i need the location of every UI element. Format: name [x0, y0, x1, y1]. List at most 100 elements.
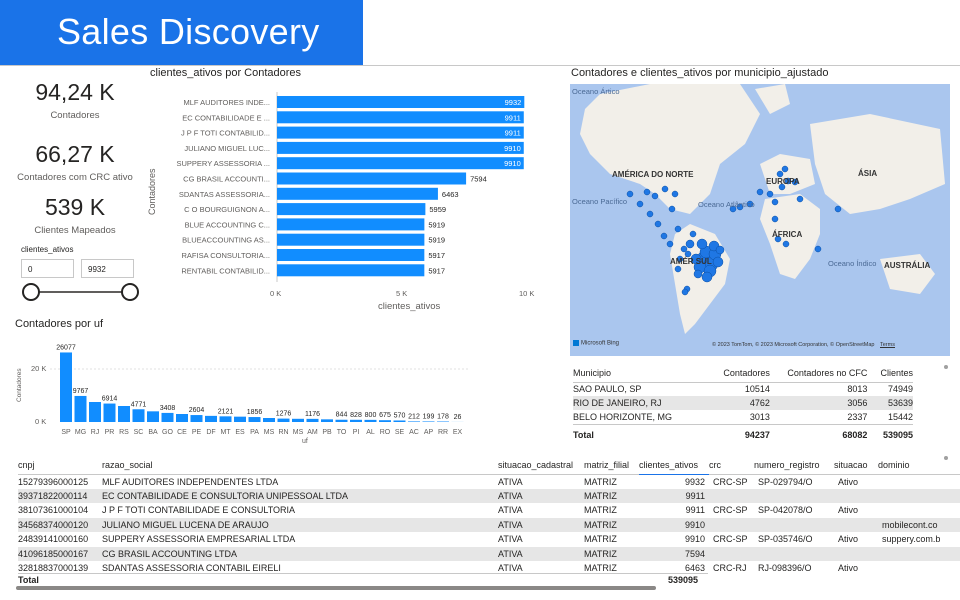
scroll-indicator[interactable] — [944, 365, 948, 369]
detail-cell: SP-042078/O — [758, 505, 813, 516]
detail-col-matriz[interactable]: matriz_filial — [584, 459, 630, 470]
slicer-max-input[interactable]: 9932 — [81, 259, 134, 278]
table-row[interactable]: 15279396000125 MLF AUDITORES INDEPENDENTE… — [18, 474, 960, 489]
hbar-x-axis-title: clientes_ativos — [378, 301, 441, 312]
column-category-label: RR — [438, 429, 448, 436]
detail-cell: 6463 — [684, 563, 705, 574]
city-col-cfc[interactable]: Contadores no CFC — [787, 367, 868, 378]
detail-cell: suppery.com.b — [882, 534, 941, 545]
map-attribution: © 2023 TomTom, © 2023 Microsoft Corporat… — [712, 342, 895, 348]
kpi-contadores-label: Contadores — [50, 110, 100, 121]
table-row[interactable]: 32818837000139 SDANTAS ASSESSORIA CONTABI… — [18, 561, 960, 576]
hbar-category-label: MLF AUDITORES INDE... — [183, 98, 270, 107]
column-data-label: 2121 — [218, 408, 234, 415]
hbar-data-label: 7594 — [470, 175, 487, 184]
column-x-axis-title: uf — [302, 438, 308, 445]
column-data-label: 26 — [454, 414, 462, 421]
column-bar — [176, 414, 188, 422]
detail-cell: CRC-SP — [713, 505, 748, 516]
hbar-bar — [277, 96, 525, 108]
table-row[interactable]: 38107361000104 J P F TOTI CONTABILIDADE E… — [18, 503, 960, 518]
detail-cell: MATRIZ — [584, 563, 617, 574]
detail-cell: ATIVA — [498, 548, 523, 559]
city-col-municipio[interactable]: Municipio — [573, 367, 612, 378]
hbar-category-label: RAFISA CONSULTORIA... — [182, 251, 271, 260]
city-col-contadores[interactable]: Contadores — [723, 367, 770, 378]
detail-cell: Ativo — [838, 534, 859, 545]
city-cell: BELO HORIZONTE, MG — [573, 411, 673, 422]
city-total-cell: 68082 — [842, 430, 868, 441]
table-row[interactable]: 34568374000120 JULIANO MIGUEL LUCENA DE A… — [18, 517, 960, 533]
map-land-north-america — [580, 84, 760, 214]
horizontal-scrollbar[interactable] — [16, 586, 656, 590]
table-row[interactable]: SAO PAULO, SP 10514 8013 74949 — [573, 382, 913, 396]
column-bar — [74, 395, 87, 422]
map-land-africa — [760, 194, 820, 279]
detail-total-label: Total — [18, 575, 39, 585]
detail-col-dominio[interactable]: dominio — [878, 459, 910, 470]
table-row[interactable]: RIO DE JANEIRO, RJ 4762 3056 53639 — [573, 396, 913, 410]
hbar-category-label: BLUE ACCOUNTING C... — [185, 220, 270, 229]
map-label-europe: EUROPA — [766, 177, 800, 186]
column-data-label: 6914 — [102, 396, 118, 403]
slicer-min-input[interactable]: 0 — [21, 259, 74, 278]
detail-col-crc[interactable]: crc — [709, 459, 721, 470]
detail-cell: EC CONTABILIDADE E CONSULTORIA UNIPESSOA… — [102, 490, 349, 501]
table-row[interactable]: 39371822000114 EC CONTABILIDADE E CONSULT… — [18, 488, 960, 504]
detail-cell: SDANTAS ASSESSORIA CONTABIL EIRELI — [102, 563, 281, 574]
detail-cell — [834, 489, 878, 504]
hbar-category-label: SDANTAS ASSESSORIA... — [179, 190, 270, 199]
city-cell: 4762 — [749, 398, 770, 408]
detail-cell — [754, 489, 834, 504]
column-category-label: ES — [235, 429, 245, 436]
column-y-tick: 0 K — [35, 417, 47, 426]
hbar-bar — [277, 187, 438, 200]
column-category-label: AC — [409, 429, 419, 436]
detail-cell — [709, 518, 754, 533]
column-bar — [118, 406, 130, 422]
detail-col-situacao[interactable]: situacao — [834, 459, 868, 470]
city-col-clientes[interactable]: Clientes — [880, 367, 913, 378]
detail-cell: CRC-SP — [713, 476, 748, 487]
map-visual[interactable]: Oceano Ártico AMÉRICA DO NORTE EUROPA ÁS… — [570, 84, 950, 356]
map-terms-link[interactable]: Terms — [880, 342, 895, 348]
map-land-greenland — [755, 84, 790, 114]
slider-track[interactable] — [31, 291, 131, 293]
column-data-label: 828 — [350, 412, 362, 419]
detail-col-registro[interactable]: numero_registro — [754, 459, 820, 470]
detail-col-razao[interactable]: razao_social — [102, 459, 153, 470]
slider-min-handle[interactable] — [22, 283, 40, 301]
detail-cell: 38107361000104 — [18, 505, 89, 516]
detail-cell: JULIANO MIGUEL LUCENA DE ARAUJO — [102, 519, 269, 530]
column-category-label: RN — [278, 429, 288, 436]
detail-col-clientes[interactable]: clientes_ativos — [639, 456, 709, 475]
column-bar — [364, 419, 377, 422]
column-category-label: RJ — [91, 429, 100, 436]
detail-cell: 9910 — [684, 519, 705, 530]
header-divider — [0, 65, 960, 66]
detail-cell — [878, 474, 960, 489]
column-category-label: AP — [424, 429, 434, 436]
column-chart-title: Contadores por uf — [15, 318, 104, 330]
map-label-indian: Oceano Índico — [828, 259, 876, 268]
table-row[interactable]: 24839141000160 SUPPERY ASSESSORIA EMPRESA… — [18, 532, 960, 547]
hbar-category-label: J P F TOTI CONTABILID... — [181, 129, 270, 138]
column-category-label: CE — [177, 429, 187, 436]
map-land-europe — [760, 154, 815, 194]
map-provider-label: Microsoft Bing — [581, 340, 620, 347]
column-data-label: 178 — [437, 414, 449, 421]
column-category-label: GO — [162, 429, 173, 436]
hbar-bar — [277, 218, 425, 231]
city-cell: 53639 — [887, 398, 913, 408]
column-data-label: 1856 — [247, 409, 263, 416]
slicer-title: clientes_ativos — [21, 245, 74, 254]
table-row[interactable]: BELO HORIZONTE, MG 3013 2337 15442 — [573, 410, 913, 424]
slider-max-handle[interactable] — [121, 283, 139, 301]
column-bar — [379, 420, 391, 422]
scroll-indicator[interactable] — [944, 456, 948, 460]
detail-cell — [878, 561, 960, 576]
app-banner: Sales Discovery — [0, 0, 363, 66]
detail-col-cnpj[interactable]: cnpj — [18, 459, 35, 470]
detail-col-situacao-cad[interactable]: situacao_cadastral — [498, 459, 574, 470]
table-row[interactable]: 41096185000167 CG BRASIL ACCOUNTING LTDA A… — [18, 546, 960, 561]
